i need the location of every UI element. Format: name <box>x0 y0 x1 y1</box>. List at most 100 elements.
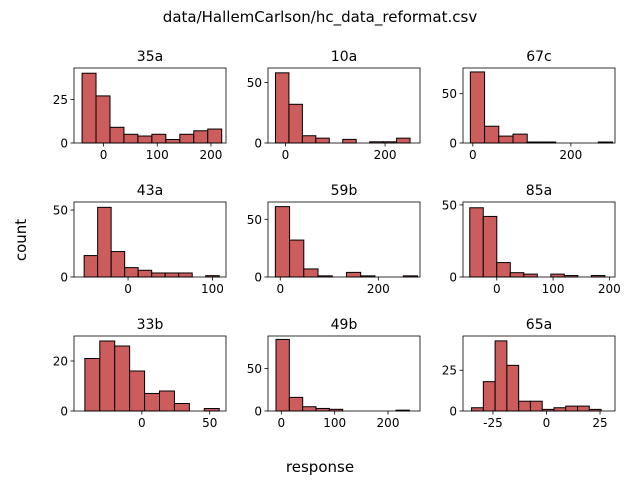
axes-frame <box>267 201 421 278</box>
histogram-bar <box>345 271 362 278</box>
y-tick-label: 0 <box>60 137 68 151</box>
histogram-bar <box>482 215 498 278</box>
histogram-bar <box>288 396 304 412</box>
x-tick-label: 100 <box>201 282 224 296</box>
histogram-bar <box>506 364 520 412</box>
histogram-bar <box>274 206 291 278</box>
y-tick-label: 0 <box>254 405 262 419</box>
panel-title: 49b <box>331 317 358 333</box>
histogram-bar <box>164 272 180 278</box>
histogram-bar <box>165 139 181 144</box>
histogram-bar <box>178 272 193 278</box>
histogram-panel-10a: 10a 0 200 0 50 <box>247 49 421 162</box>
histogram-panel-85a: 85a 0 100 200 0 50 <box>442 183 621 296</box>
histogram-panel-59b: 59b 0 200 0 50 <box>247 183 421 296</box>
histogram-bar <box>469 71 486 144</box>
histogram-bar <box>469 207 484 278</box>
histogram-bar <box>99 340 116 412</box>
x-tick-label: 0 <box>124 282 132 296</box>
histogram-panel-49b: 49b 0 100 200 0 50 <box>247 317 421 430</box>
histogram-bar <box>123 133 139 144</box>
histogram-bar <box>512 133 528 144</box>
y-tick-label: 50 <box>442 198 457 212</box>
x-tick-label: 25 <box>592 416 607 430</box>
histogram-bar <box>179 133 195 144</box>
histogram-bar <box>342 138 357 144</box>
y-tick-label: 25 <box>442 364 457 378</box>
histogram-bar <box>144 393 160 412</box>
panel-title: 67c <box>526 49 552 65</box>
x-tick-label: -25 <box>483 416 503 430</box>
axes-frame <box>267 335 421 412</box>
axes-frame <box>462 335 616 412</box>
y-tick-label: 20 <box>53 355 68 369</box>
histogram-bar <box>137 135 153 144</box>
figure-ylabel: count <box>12 219 30 261</box>
x-tick-label: 200 <box>367 282 390 296</box>
histogram-bar <box>565 405 579 412</box>
histogram-bar <box>159 390 175 412</box>
histogram-bar <box>484 125 500 144</box>
y-tick-label: 25 <box>53 93 68 107</box>
axes-frame <box>462 67 616 144</box>
panel-title: 59b <box>331 183 358 199</box>
y-tick-label: 50 <box>247 213 262 227</box>
x-tick-label: 0 <box>276 282 284 296</box>
histogram-bar <box>207 128 223 144</box>
x-tick-label: 0 <box>282 148 290 162</box>
histogram-bar <box>109 126 125 144</box>
panel-title: 65a <box>526 317 552 333</box>
x-tick-label: 0 <box>138 416 146 430</box>
histogram-bar <box>95 95 111 144</box>
histogram-bar <box>137 269 153 278</box>
y-tick-label: 50 <box>247 76 262 90</box>
y-tick-label: 0 <box>254 137 262 151</box>
histogram-panel-33b: 33b 0 50 0 20 <box>53 317 227 430</box>
histogram-bar <box>97 206 112 278</box>
y-tick-label: 50 <box>247 362 262 376</box>
histogram-bar <box>81 72 97 144</box>
histogram-bar <box>110 251 126 278</box>
axes-frame <box>462 201 616 278</box>
histogram-bar <box>302 406 317 412</box>
histogram-bar <box>550 273 565 278</box>
histogram-bar <box>124 267 139 278</box>
y-tick-label: 0 <box>449 137 457 151</box>
histogram-bar <box>315 137 330 144</box>
panel-title: 10a <box>331 49 357 65</box>
histogram-bar <box>523 273 538 278</box>
panel-title: 33b <box>137 317 164 333</box>
histogram-bar <box>129 370 146 412</box>
histogram-bar <box>151 272 166 278</box>
x-tick-label: 0 <box>100 148 108 162</box>
y-tick-label: 0 <box>449 405 457 419</box>
y-tick-label: 50 <box>53 204 68 218</box>
histogram-bar <box>303 268 319 278</box>
histogram-bar <box>471 407 484 412</box>
histogram-bar <box>274 72 290 144</box>
x-tick-label: 0 <box>469 148 477 162</box>
histogram-bar <box>114 345 131 412</box>
axes-frame <box>73 335 227 412</box>
histogram-bar <box>496 262 511 278</box>
y-tick-label: 0 <box>60 271 68 285</box>
x-tick-label: 200 <box>598 282 621 296</box>
histogram-bar <box>289 239 305 278</box>
x-tick-label: 200 <box>377 416 400 430</box>
histogram-bar <box>83 255 99 278</box>
x-tick-label: 100 <box>542 282 565 296</box>
figure-suptitle: data/HallemCarlson/hc_data_reformat.csv <box>163 8 478 27</box>
histogram-bar <box>509 272 525 278</box>
histogram-bar <box>275 338 290 412</box>
axes-frame <box>73 67 227 144</box>
histogram-bar <box>151 133 167 144</box>
x-tick-label: 200 <box>200 148 223 162</box>
histogram-bar <box>482 381 496 412</box>
histogram-bar <box>288 103 303 144</box>
histogram-bar <box>577 405 590 412</box>
panel-title: 85a <box>526 183 552 199</box>
axes-frame <box>73 201 227 278</box>
panel-title: 35a <box>137 49 163 65</box>
x-tick-label: 100 <box>146 148 169 162</box>
